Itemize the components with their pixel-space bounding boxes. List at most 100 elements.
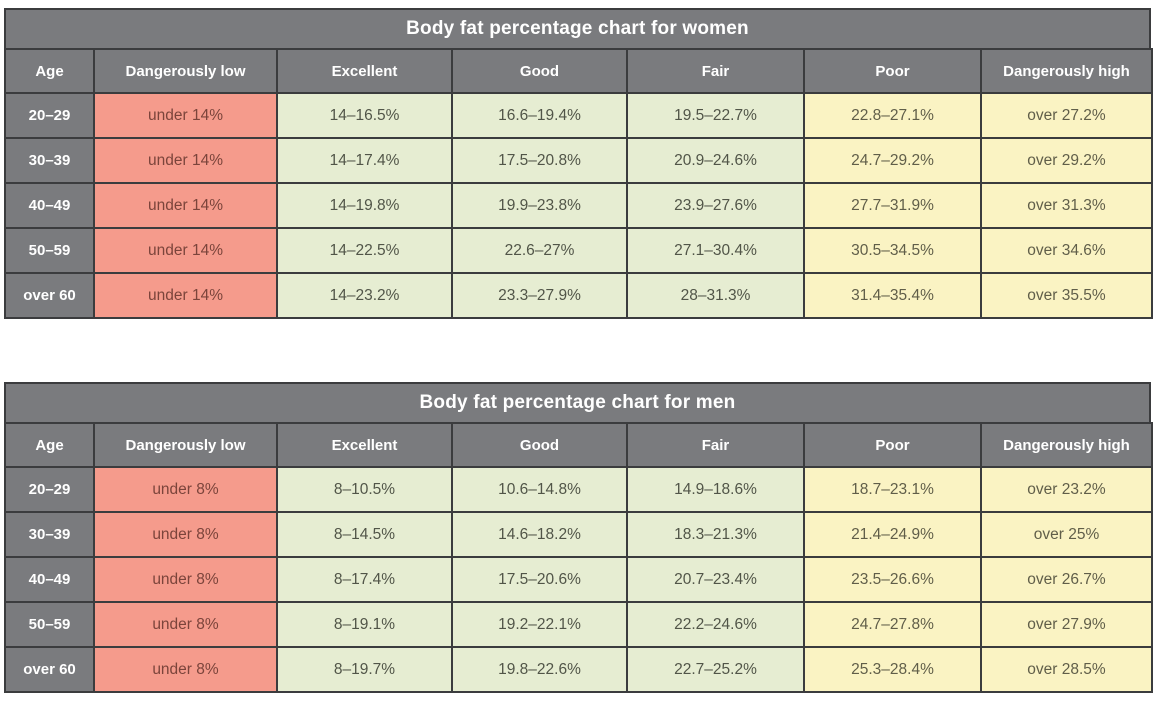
value-cell-fair: 19.5–22.7% xyxy=(626,92,805,139)
men-table-title-bar: Body fat percentage chart for men xyxy=(4,382,1151,424)
value-cell-dangerously-low: under 14% xyxy=(93,272,278,319)
value-cell-dangerously-high: over 35.5% xyxy=(980,272,1153,319)
age-cell: 30–39 xyxy=(4,137,95,184)
value-cell-poor: 27.7–31.9% xyxy=(803,182,982,229)
value-cell-good: 19.2–22.1% xyxy=(451,601,628,648)
value-cell-fair: 18.3–21.3% xyxy=(626,511,805,558)
value-cell-dangerously-high: over 29.2% xyxy=(980,137,1153,184)
value-cell-excellent: 14–17.4% xyxy=(276,137,453,184)
value-cell-dangerously-low: under 8% xyxy=(93,511,278,558)
value-cell-excellent: 14–19.8% xyxy=(276,182,453,229)
value-cell-dangerously-low: under 8% xyxy=(93,556,278,603)
value-cell-dangerously-high: over 28.5% xyxy=(980,646,1153,693)
value-cell-poor: 24.7–27.8% xyxy=(803,601,982,648)
value-cell-dangerously-low: under 8% xyxy=(93,466,278,513)
value-cell-dangerously-low: under 8% xyxy=(93,601,278,648)
table-row: 40–49 under 14% 14–19.8% 19.9–23.8% 23.9–27.… xyxy=(4,182,1153,229)
table-row: 50–59 under 8% 8–19.1% 19.2–22.1% 22.2–24.6%… xyxy=(4,601,1153,648)
value-cell-fair: 20.7–23.4% xyxy=(626,556,805,603)
value-cell-excellent: 8–14.5% xyxy=(276,511,453,558)
value-cell-good: 17.5–20.6% xyxy=(451,556,628,603)
age-cell: 40–49 xyxy=(4,182,95,229)
body-fat-table-men: Age Dangerously low Excellent Good Fair Poor D… xyxy=(4,422,1153,693)
value-cell-fair: 22.7–25.2% xyxy=(626,646,805,693)
value-cell-dangerously-low: under 14% xyxy=(93,182,278,229)
value-cell-fair: 20.9–24.6% xyxy=(626,137,805,184)
value-cell-poor: 22.8–27.1% xyxy=(803,92,982,139)
age-cell: 20–29 xyxy=(4,466,95,513)
value-cell-good: 14.6–18.2% xyxy=(451,511,628,558)
age-cell: 50–59 xyxy=(4,601,95,648)
men-table-title: Body fat percentage chart for men xyxy=(419,392,736,413)
table-row: 50–59 under 14% 14–22.5% 22.6–27% 27.1–30.4%… xyxy=(4,227,1153,274)
value-cell-poor: 31.4–35.4% xyxy=(803,272,982,319)
women-table-title: Body fat percentage chart for women xyxy=(406,18,749,39)
value-cell-excellent: 8–17.4% xyxy=(276,556,453,603)
age-cell: over 60 xyxy=(4,272,95,319)
value-cell-excellent: 8–19.7% xyxy=(276,646,453,693)
column-header-fair: Fair xyxy=(626,422,805,468)
value-cell-excellent: 14–23.2% xyxy=(276,272,453,319)
value-cell-fair: 28–31.3% xyxy=(626,272,805,319)
value-cell-dangerously-high: over 34.6% xyxy=(980,227,1153,274)
column-header-good: Good xyxy=(451,48,628,94)
value-cell-dangerously-high: over 23.2% xyxy=(980,466,1153,513)
value-cell-excellent: 14–16.5% xyxy=(276,92,453,139)
women-header-row: Age Dangerously low Excellent Good Fair Poor D… xyxy=(4,48,1153,94)
column-header-dangerously-high: Dangerously high xyxy=(980,48,1153,94)
age-cell: over 60 xyxy=(4,646,95,693)
value-cell-dangerously-high: over 27.9% xyxy=(980,601,1153,648)
value-cell-dangerously-high: over 25% xyxy=(980,511,1153,558)
column-header-dangerously-high: Dangerously high xyxy=(980,422,1153,468)
value-cell-good: 22.6–27% xyxy=(451,227,628,274)
value-cell-good: 17.5–20.8% xyxy=(451,137,628,184)
table-row: 20–29 under 8% 8–10.5% 10.6–14.8% 14.9–18.6%… xyxy=(4,466,1153,513)
column-header-poor: Poor xyxy=(803,422,982,468)
women-table-title-bar: Body fat percentage chart for women xyxy=(4,8,1151,50)
value-cell-fair: 22.2–24.6% xyxy=(626,601,805,648)
value-cell-poor: 18.7–23.1% xyxy=(803,466,982,513)
column-header-dangerously-low: Dangerously low xyxy=(93,48,278,94)
value-cell-dangerously-high: over 26.7% xyxy=(980,556,1153,603)
column-header-excellent: Excellent xyxy=(276,422,453,468)
value-cell-poor: 24.7–29.2% xyxy=(803,137,982,184)
value-cell-good: 23.3–27.9% xyxy=(451,272,628,319)
column-header-age: Age xyxy=(4,48,95,94)
value-cell-good: 19.8–22.6% xyxy=(451,646,628,693)
age-cell: 50–59 xyxy=(4,227,95,274)
value-cell-fair: 23.9–27.6% xyxy=(626,182,805,229)
age-cell: 20–29 xyxy=(4,92,95,139)
age-cell: 40–49 xyxy=(4,556,95,603)
table-row: over 60 under 8% 8–19.7% 19.8–22.6% 22.7–25.… xyxy=(4,646,1153,693)
value-cell-dangerously-low: under 8% xyxy=(93,646,278,693)
column-header-fair: Fair xyxy=(626,48,805,94)
table-row: 20–29 under 14% 14–16.5% 16.6–19.4% 19.5–22.… xyxy=(4,92,1153,139)
value-cell-poor: 21.4–24.9% xyxy=(803,511,982,558)
value-cell-poor: 25.3–28.4% xyxy=(803,646,982,693)
value-cell-fair: 14.9–18.6% xyxy=(626,466,805,513)
value-cell-dangerously-low: under 14% xyxy=(93,92,278,139)
value-cell-excellent: 8–10.5% xyxy=(276,466,453,513)
column-header-good: Good xyxy=(451,422,628,468)
body-fat-chart-women: Body fat percentage chart for women Age D… xyxy=(4,8,1153,319)
value-cell-good: 10.6–14.8% xyxy=(451,466,628,513)
value-cell-dangerously-high: over 27.2% xyxy=(980,92,1153,139)
table-row: 40–49 under 8% 8–17.4% 17.5–20.6% 20.7–23.4%… xyxy=(4,556,1153,603)
age-cell: 30–39 xyxy=(4,511,95,558)
column-header-excellent: Excellent xyxy=(276,48,453,94)
value-cell-poor: 23.5–26.6% xyxy=(803,556,982,603)
body-fat-table-women: Age Dangerously low Excellent Good Fair Poor D… xyxy=(4,48,1153,319)
table-row: over 60 under 14% 14–23.2% 23.3–27.9% 28–31.… xyxy=(4,272,1153,319)
value-cell-good: 16.6–19.4% xyxy=(451,92,628,139)
body-fat-chart-men: Body fat percentage chart for men Age Dan… xyxy=(4,382,1153,693)
value-cell-dangerously-low: under 14% xyxy=(93,137,278,184)
value-cell-poor: 30.5–34.5% xyxy=(803,227,982,274)
value-cell-excellent: 8–19.1% xyxy=(276,601,453,648)
table-row: 30–39 under 14% 14–17.4% 17.5–20.8% 20.9–24.… xyxy=(4,137,1153,184)
value-cell-dangerously-low: under 14% xyxy=(93,227,278,274)
value-cell-good: 19.9–23.8% xyxy=(451,182,628,229)
table-row: 30–39 under 8% 8–14.5% 14.6–18.2% 18.3–21.3%… xyxy=(4,511,1153,558)
column-header-poor: Poor xyxy=(803,48,982,94)
men-header-row: Age Dangerously low Excellent Good Fair Poor D… xyxy=(4,422,1153,468)
column-header-age: Age xyxy=(4,422,95,468)
